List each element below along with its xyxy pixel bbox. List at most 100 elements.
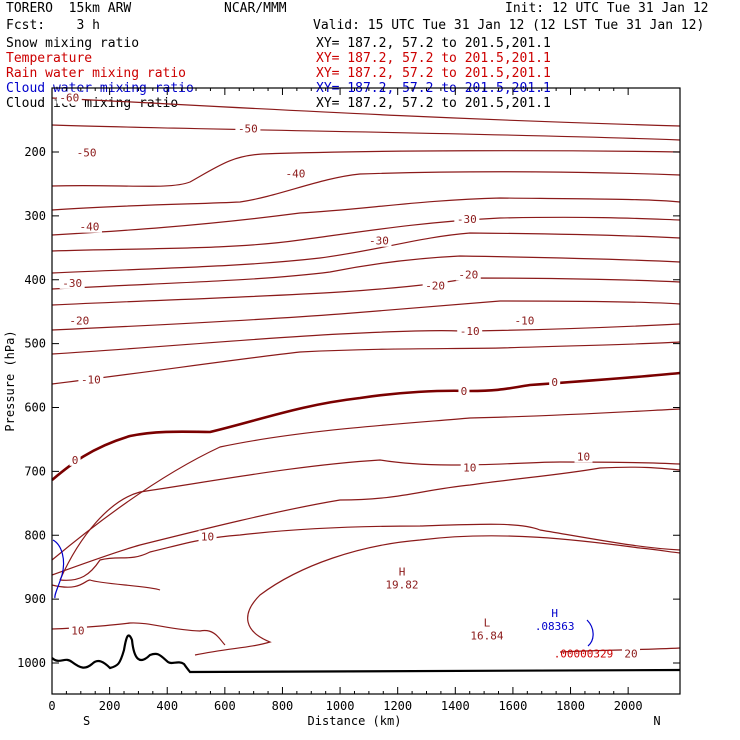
model-title: TORERO 15km ARW xyxy=(6,1,132,16)
contour-line-minus35 xyxy=(51,216,681,252)
contour-label-bg xyxy=(422,279,448,292)
contour-label: 10 xyxy=(71,624,84,637)
extremum-value: .08363 xyxy=(535,620,575,633)
plot-axes: 0 200 400 600 800 1000 1200 1400 1600 1800 2000200… xyxy=(3,87,681,728)
x-tick-label: 1600 xyxy=(498,699,527,713)
contour-label-bg xyxy=(198,530,217,543)
legend-label-snow: Snow mixing ratio xyxy=(6,36,140,51)
end-label-north: N xyxy=(653,714,660,728)
contour-line-15-b xyxy=(51,579,161,591)
y-tick-label: 1000 xyxy=(17,656,46,670)
extremum-marker: L xyxy=(484,617,491,630)
x-tick-label: 1800 xyxy=(556,699,585,713)
contour-label: -10 xyxy=(460,325,480,338)
contour-label: -10 xyxy=(515,315,535,328)
contour-label: 0 xyxy=(461,385,468,398)
init-time: Init: 12 UTC Tue 31 Jan 12 xyxy=(505,1,709,16)
contour-label-bg xyxy=(282,167,308,180)
contour-line-minus20-b xyxy=(51,300,681,331)
x-tick-label: 200 xyxy=(99,699,121,713)
contour-line-minus30-b xyxy=(51,255,681,290)
contour-line-minus30-a xyxy=(51,232,681,274)
contour-line-minus55 xyxy=(51,124,681,141)
forecast-hour: Fcst: 3 h xyxy=(6,18,100,33)
extremum-marker: H xyxy=(551,607,558,620)
contour-line-minus20-a xyxy=(51,277,681,306)
y-tick-label: 400 xyxy=(24,273,46,287)
y-tick-label: 700 xyxy=(24,464,46,478)
contour-line-minus50-a xyxy=(51,150,681,187)
contour-label: 10 xyxy=(463,461,476,474)
contour-line-10-b xyxy=(51,466,681,576)
contour-label-bg xyxy=(69,453,81,466)
contour-label-bg xyxy=(549,375,561,388)
x-tick-label: 1400 xyxy=(441,699,470,713)
y-tick-label: 500 xyxy=(24,337,46,351)
contour-line-minus50-b xyxy=(51,171,681,211)
legend-xy-snow: XY= 187.2, 57.2 to 201.5,201.1 xyxy=(316,36,551,51)
end-label-south: S xyxy=(83,714,90,728)
contour-line-minus60 xyxy=(51,97,681,127)
x-axis-label: Distance (km) xyxy=(308,714,402,728)
contour-label: -20 xyxy=(425,279,445,292)
contour-line-10-d xyxy=(51,622,226,646)
contour-label: -30 xyxy=(457,213,477,226)
contour-label: -20 xyxy=(458,269,478,282)
legend-label-rain: Rain water mixing ratio xyxy=(6,66,187,81)
temperature-contours xyxy=(51,97,681,656)
contour-label-bg xyxy=(574,450,593,463)
contour-line-minus10-a xyxy=(51,323,681,355)
contour-label: 10 xyxy=(577,451,590,464)
contour-label-bg xyxy=(66,314,92,327)
contour-label: 10 xyxy=(201,530,214,543)
contour-label-bg xyxy=(511,314,537,327)
contour-label: 20 xyxy=(624,647,637,660)
contour-label: -50 xyxy=(77,147,97,160)
extremum-value: 16.84 xyxy=(470,630,503,643)
contour-label-bg xyxy=(366,234,392,247)
contour-line-10-c xyxy=(59,523,681,581)
x-tick-label: 400 xyxy=(156,699,178,713)
contour-label-bg xyxy=(455,268,481,281)
y-axis-label: Pressure (hPa) xyxy=(3,330,17,431)
contour-line-20 xyxy=(559,647,681,653)
terrain-profile xyxy=(51,634,681,674)
x-tick-label: 0 xyxy=(48,699,55,713)
contour-line-minus40 xyxy=(51,197,681,236)
contour-label: 0 xyxy=(72,454,79,467)
contour-label-bg xyxy=(454,212,480,225)
contour-line-5 xyxy=(51,408,681,561)
contour-label-bg xyxy=(458,384,470,397)
contour-label: -50 xyxy=(238,122,258,135)
contour-label-bg xyxy=(74,146,100,159)
legend-xy-rain: XY= 187.2, 57.2 to 201.5,201.1 xyxy=(316,66,551,81)
x-tick-label: 2000 xyxy=(614,699,643,713)
contour-label: -30 xyxy=(62,277,82,290)
legend-xy-temperature: XY= 187.2, 57.2 to 201.5,201.1 xyxy=(316,51,551,66)
y-tick-label: 300 xyxy=(24,209,46,223)
y-tick-label: 200 xyxy=(24,145,46,159)
contour-label: -40 xyxy=(285,168,305,181)
contour-label: -20 xyxy=(69,315,89,328)
x-tick-label: 800 xyxy=(272,699,294,713)
contour-label-bg xyxy=(78,373,104,386)
extremum-value: 19.82 xyxy=(385,578,418,591)
plot-frame xyxy=(51,87,681,695)
contour-line-15-a xyxy=(194,535,681,656)
contour-label-bg xyxy=(460,461,479,474)
legend-label-temperature: Temperature xyxy=(6,51,93,66)
contour-label: -10 xyxy=(81,373,101,386)
x-tick-label: 1200 xyxy=(383,699,412,713)
contour-label: -40 xyxy=(80,221,100,234)
contour-label: -30 xyxy=(369,235,389,248)
x-tick-label: 1000 xyxy=(326,699,355,713)
cloud-water-contour-small xyxy=(586,619,594,647)
contour-label-bg xyxy=(622,647,641,660)
valid-time: Valid: 15 UTC Tue 31 Jan 12 (12 LST Tue … xyxy=(313,18,705,33)
contour-label-bg xyxy=(56,91,82,104)
contour-label-bg xyxy=(76,220,102,233)
y-tick-label: 800 xyxy=(24,528,46,542)
contour-line-10-a xyxy=(59,459,681,581)
